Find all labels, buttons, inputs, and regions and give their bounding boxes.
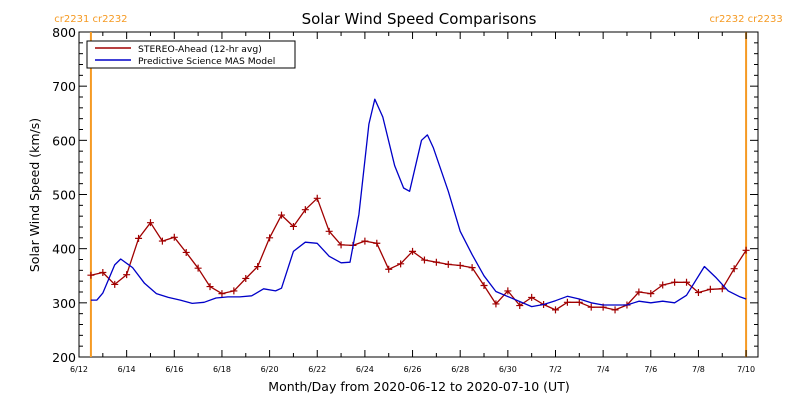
stereo-point-marker — [373, 239, 381, 247]
stereo-point-marker — [671, 278, 679, 286]
x-tick-label: 6/14 — [118, 365, 136, 374]
stereo-point-marker — [611, 306, 619, 314]
stereo-point-marker — [432, 258, 440, 266]
stereo-point-marker — [694, 289, 702, 297]
stereo-point-marker — [325, 227, 333, 235]
stereo-point-marker — [635, 288, 643, 296]
stereo-point-marker — [337, 241, 345, 249]
stereo-point-marker — [111, 280, 119, 288]
x-axis: 6/12 6/14 6/16 6/18 6/20 6/22 6/24 6/26 6/28 6/30… — [70, 32, 755, 374]
stereo-point-marker — [206, 283, 214, 291]
legend-label-mas: Predictive Science MAS Model — [138, 56, 275, 67]
stereo-point-marker — [135, 234, 143, 242]
stereo-point-marker — [659, 281, 667, 289]
stereo-point-marker — [230, 287, 238, 295]
stereo-point-marker — [575, 298, 583, 306]
stereo-point-marker — [170, 233, 178, 241]
x-tick-label: 6/30 — [499, 365, 517, 374]
stereo-point-marker — [278, 211, 286, 219]
x-tick-label: 6/12 — [70, 365, 88, 374]
x-tick-label: 7/2 — [549, 365, 562, 374]
x-tick-label: 7/4 — [597, 365, 610, 374]
stereo-point-marker — [158, 237, 166, 245]
x-tick-label: 7/10 — [737, 365, 755, 374]
x-tick-label: 6/26 — [404, 365, 422, 374]
stereo-point-marker — [587, 303, 595, 311]
stereo-point-marker — [123, 271, 131, 279]
series-line-stereo — [90, 197, 747, 311]
stereo-point-marker — [444, 260, 452, 268]
stereo-point-marker — [254, 263, 262, 271]
stereo-point-marker — [468, 264, 476, 272]
stereo-point-marker — [516, 302, 524, 310]
x-tick-label: 6/22 — [308, 365, 326, 374]
y-tick-label: 300 — [52, 296, 76, 311]
y-tick-label: 700 — [52, 79, 76, 94]
y-axis: 200 300 400 500 600 700 800 — [52, 25, 758, 365]
series-line-mas — [90, 98, 747, 308]
stereo-point-marker — [266, 234, 274, 242]
chart-title: Solar Wind Speed Comparisons — [302, 10, 537, 28]
x-tick-label: 7/6 — [644, 365, 657, 374]
stereo-point-marker — [730, 265, 738, 273]
stereo-point-marker — [420, 256, 428, 264]
stereo-point-marker — [397, 260, 405, 268]
legend-box — [86, 40, 296, 69]
stereo-point-marker — [528, 293, 536, 301]
y-tick-label: 400 — [52, 242, 76, 257]
stereo-point-marker — [409, 247, 417, 255]
stereo-point-marker — [742, 246, 750, 254]
x-tick-label: 6/28 — [451, 365, 469, 374]
stereo-point-marker — [313, 194, 321, 202]
y-tick-label: 200 — [52, 350, 76, 365]
stereo-point-marker — [492, 300, 500, 308]
stereo-point-marker — [706, 285, 714, 293]
stereo-point-marker — [182, 248, 190, 256]
stereo-point-marker — [480, 282, 488, 289]
x-tick-label: 6/20 — [261, 365, 279, 374]
legend: STEREO-Ahead (12-hr avg)Predictive Scien… — [86, 40, 296, 69]
x-tick-label: 7/8 — [692, 365, 705, 374]
legend-label-stereo: STEREO-Ahead (12-hr avg) — [138, 44, 262, 55]
stereo-point-marker — [289, 222, 297, 230]
stereo-point-marker — [385, 265, 393, 273]
stereo-point-marker — [194, 264, 202, 272]
stereo-point-marker — [242, 274, 250, 282]
y-tick-label: 500 — [52, 188, 76, 203]
stereo-point-marker — [683, 278, 691, 286]
stereo-point-marker — [99, 269, 107, 276]
stereo-point-marker — [504, 287, 512, 295]
stereo-point-marker — [146, 219, 154, 227]
stereo-point-marker — [218, 290, 226, 298]
stereo-point-marker — [647, 290, 655, 298]
stereo-point-marker — [361, 237, 369, 245]
stereo-point-marker — [87, 271, 95, 279]
rotation-marker-label: cr2231 cr2232 — [54, 14, 127, 25]
stereo-point-marker — [563, 298, 571, 306]
stereo-point-marker — [301, 206, 309, 214]
x-tick-label: 6/16 — [165, 365, 183, 374]
x-tick-label: 6/18 — [213, 365, 231, 374]
stereo-point-marker — [718, 285, 726, 293]
y-axis-label: Solar Wind Speed (km/s) — [27, 118, 42, 272]
y-tick-label: 800 — [52, 25, 76, 40]
x-axis-label: Month/Day from 2020-06-12 to 2020-07-10 … — [268, 379, 569, 394]
x-tick-label: 6/24 — [356, 365, 374, 374]
stereo-point-marker — [551, 306, 559, 314]
rotation-marker-label: cr2232 cr2233 — [709, 14, 782, 25]
y-tick-label: 600 — [52, 133, 76, 148]
stereo-point-marker — [456, 261, 464, 269]
